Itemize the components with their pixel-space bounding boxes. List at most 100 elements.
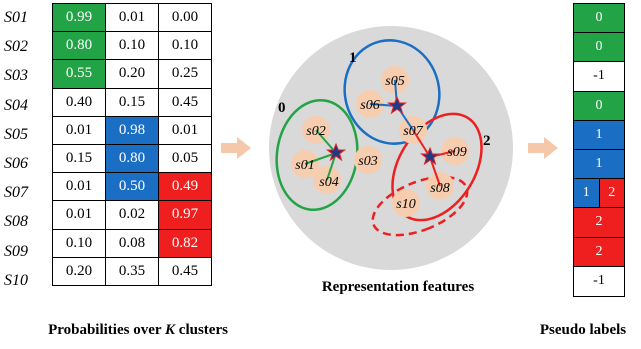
sample-label: S02 [4,38,28,56]
table-row: 0.01 0.50 0.49 [52,172,212,202]
probability-cell: 0.40 [52,87,106,117]
node-s01 [291,150,319,178]
pseudo-label-cell: 0 [574,33,624,63]
probability-cell: 0.01 [52,172,106,202]
node-label: s05 [385,74,404,89]
probability-cell: 0.01 [52,200,106,230]
node-s03 [354,146,382,174]
pseudo-label-cell: -1 [574,62,624,92]
probability-cell: 0.20 [52,256,106,286]
pseudo-label-value: 2 [574,237,624,266]
pseudo-label-value: -1 [574,62,624,91]
sample-label: S03 [4,67,28,85]
table-row: 0.99 0.01 0.00 [52,2,212,33]
cluster-0-ellipse [275,99,359,211]
pseudo-label-value: 2 [598,179,624,208]
probability-cell: 0.05 [158,143,212,174]
sample-label: S08 [4,213,28,231]
centroid-star-icon [386,95,408,115]
sample-label: S07 [4,184,28,202]
pseudo-label-cell: 2 [574,208,624,238]
centroid-star-icon [325,142,347,162]
node-label: s08 [430,181,449,196]
probability-cell: 0.20 [105,59,159,89]
node-s05 [381,66,409,94]
probability-cell: 0.10 [52,228,106,258]
arrow-right-icon [221,137,251,159]
probability-cell: 0.35 [105,256,159,286]
cluster-id: 2 [483,133,491,149]
table-row: 0.15 0.80 0.05 [52,143,212,174]
probability-cell: 0.80 [105,143,159,174]
node-s04 [313,166,341,194]
probability-cell: 0.98 [105,115,159,145]
sample-labels: S01 S02 S03 S04 S05 S06 S07 S08 S09 S10 [0,3,44,295]
node-label: s06 [360,98,379,113]
node-s09 [441,137,469,165]
node-label: s07 [403,124,423,139]
pseudo-label-cell: -1 [574,266,624,296]
node-label: s03 [358,154,377,169]
cluster-id: 0 [278,100,286,116]
cluster-2-links [412,129,456,187]
probability-cell: 0.01 [105,2,159,33]
table-row: 0.01 0.02 0.97 [52,200,212,230]
pseudo-label-cell: 0 [574,4,624,34]
probability-cell: 0.25 [158,59,212,89]
pseudo-label-value: 1 [574,179,599,208]
node-label: s10 [396,197,415,212]
probability-cell: 0.10 [158,31,212,61]
sample-label: S06 [4,154,28,172]
probability-cell: 0.08 [105,228,159,258]
feature-space-disc [269,26,513,270]
pseudo-label-value: 0 [574,91,624,120]
pseudo-label-value: 1 [574,120,624,149]
node-s07 [399,116,427,144]
pseudo-label-value: 1 [574,149,624,179]
pseudo-label-value: 2 [574,208,624,237]
table-row: 0.55 0.20 0.25 [52,59,212,89]
k-symbol: K [165,322,176,338]
cluster-id: 1 [349,50,357,66]
probability-cell: 0.99 [52,2,106,33]
pseudo-label-value: 0 [574,33,624,62]
features-caption: Representation features [321,279,475,295]
probability-cell: 0.49 [158,172,212,202]
pseudo-label-cell: 1 [574,149,624,180]
node-s08 [426,172,454,200]
pseudo-label-column: 0 0 -1 0 1 1 1 2 2 2 -1 [573,3,625,297]
probability-cell: 0.45 [158,256,212,286]
table-row: 0.80 0.10 0.10 [52,31,212,61]
probability-cell: 0.01 [158,115,212,145]
sample-label: S09 [4,242,28,260]
pseudo-label-cell: 1 [574,120,624,150]
probability-cell: 0.10 [105,31,159,61]
sample-label: S05 [4,125,28,143]
probability-cell: 0.00 [158,2,212,33]
sample-label: S01 [4,9,28,26]
probability-cell: 0.45 [158,87,212,117]
probability-cell: 0.02 [105,200,159,230]
probability-cell: 0.82 [158,228,212,258]
table-row: 0.40 0.15 0.45 [52,87,212,117]
pseudo-label-cell: 0 [574,91,624,121]
table-row: 0.20 0.35 0.45 [52,256,212,286]
table-row: 0.01 0.98 0.01 [52,115,212,145]
node-label: s02 [306,124,325,139]
probability-cell: 0.80 [52,31,106,61]
node-label: s04 [319,175,338,190]
cluster-0-links [304,129,337,181]
sample-label: S10 [4,271,28,289]
node-s06 [356,90,384,118]
pseudo-labels-caption: Pseudo labels [539,322,627,338]
probability-cell: 0.97 [158,200,212,230]
cluster-1-ellipse [343,39,441,145]
sample-label: S04 [4,96,28,114]
probabilities-caption: Probabilities over K clusters [48,322,228,338]
probability-cell: 0.15 [52,143,106,174]
probability-cell: 0.50 [105,172,159,202]
probability-cell: 0.55 [52,59,106,89]
probability-cell: 0.01 [52,115,106,145]
